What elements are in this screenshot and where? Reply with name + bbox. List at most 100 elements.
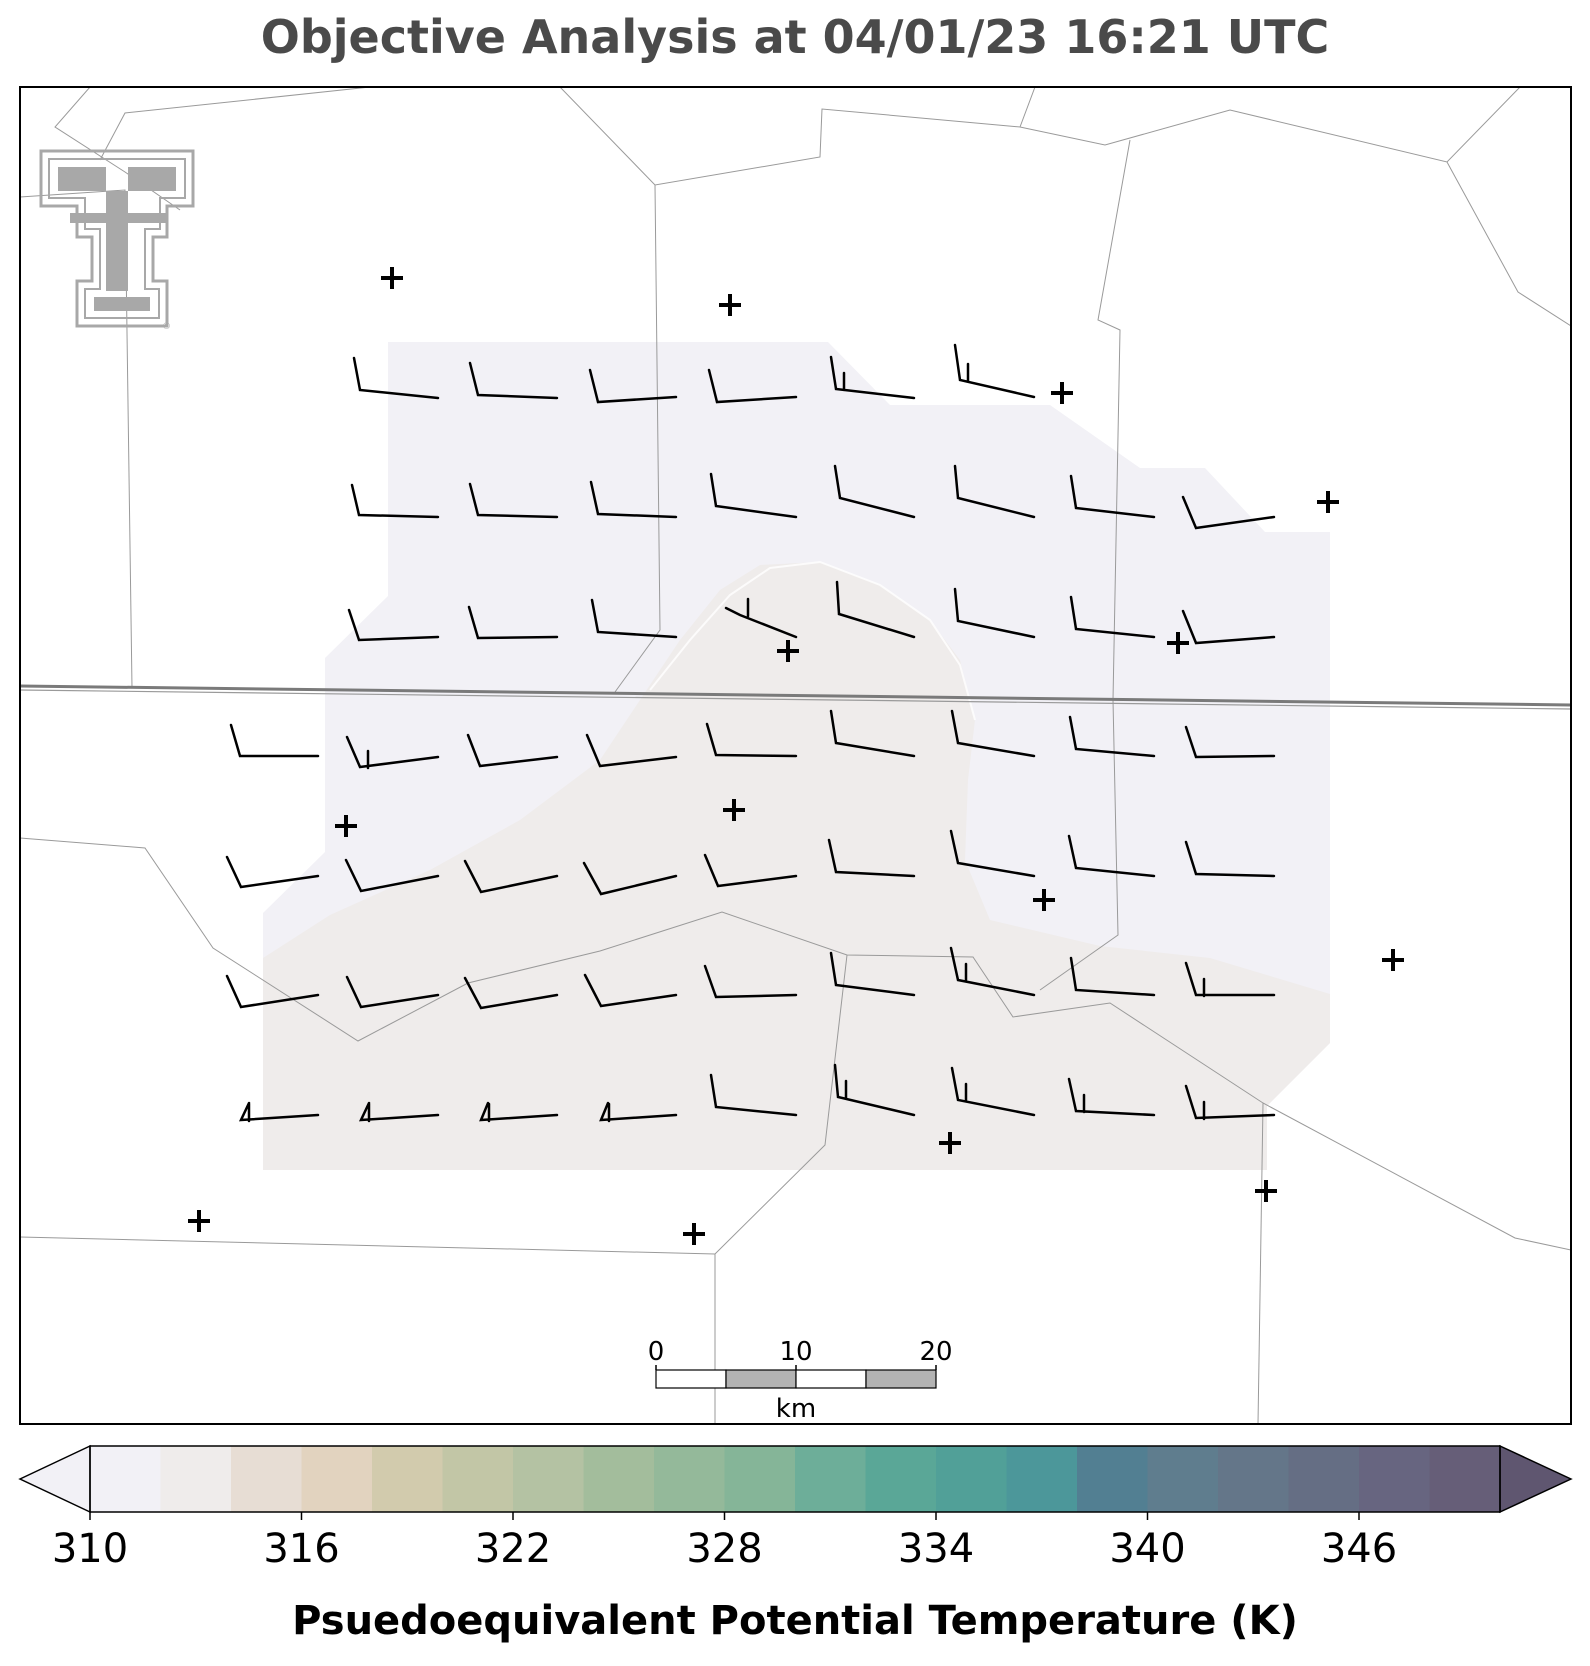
scale-tick-0: 0 — [648, 1337, 665, 1367]
wind-barb — [229, 723, 320, 758]
wind-barb — [829, 709, 916, 758]
colorbar-cell — [231, 1446, 302, 1512]
wind-barb — [590, 598, 678, 639]
wind-barb — [1069, 474, 1156, 519]
wind-barb — [479, 1101, 559, 1123]
colorbar-cell — [654, 1446, 725, 1512]
wind-barb — [345, 735, 440, 770]
wind-barb — [463, 976, 559, 1010]
wind-barb — [1181, 495, 1276, 530]
wind-barb — [238, 1101, 320, 1123]
colorbar-cell — [513, 1446, 584, 1512]
station-marker — [777, 640, 799, 662]
wind-barb — [1184, 961, 1276, 998]
station-marker — [723, 799, 745, 821]
colorbar-cell — [724, 1446, 796, 1512]
colorbar-cell — [865, 1446, 937, 1512]
colorbar-cell — [583, 1446, 655, 1512]
station-markers — [188, 267, 1404, 1245]
wind-barb — [582, 861, 678, 896]
texas-tech-logo: ® — [39, 149, 195, 332]
colorbar-cell — [1429, 1446, 1501, 1512]
wind-barb — [347, 608, 440, 642]
wind-barb — [1069, 595, 1156, 639]
map-frame — [19, 86, 1572, 1425]
colorbar-tick-label: 310 — [52, 1526, 128, 1572]
colorbar-cell — [1006, 1446, 1078, 1512]
wind-barb — [1067, 834, 1156, 878]
wind-barbs — [225, 343, 1276, 1123]
wind-barb — [829, 951, 916, 997]
wind-barb — [589, 480, 678, 519]
wind-barb — [1184, 1084, 1276, 1121]
svg-text:®: ® — [162, 322, 171, 332]
wind-barb — [829, 355, 916, 400]
wind-barb — [588, 368, 678, 404]
station-marker — [335, 815, 357, 837]
station-marker — [188, 1210, 210, 1232]
wind-barb — [585, 733, 678, 768]
colorbar: 310 316 322 328 334 340 346 — [18, 1444, 1573, 1572]
colorbar-tick-label: 346 — [1321, 1526, 1397, 1572]
station-marker — [1317, 491, 1339, 513]
station-marker — [1033, 889, 1055, 911]
colorbar-tick-label: 322 — [475, 1526, 551, 1572]
wind-barb — [833, 1063, 916, 1117]
wind-barb — [709, 1073, 798, 1117]
station-marker — [719, 294, 741, 316]
map-area: ® — [20, 87, 1571, 1424]
wind-barb — [225, 974, 320, 1009]
colorbar-cell — [1359, 1446, 1430, 1512]
colorbar-cell — [160, 1446, 232, 1512]
colorbar-tick-label: 316 — [263, 1526, 339, 1572]
wind-barb — [344, 858, 440, 893]
colorbar-tick-label: 328 — [686, 1526, 762, 1572]
wind-barb — [345, 975, 440, 1009]
wind-barb — [950, 1066, 1036, 1117]
wind-barb — [599, 1101, 678, 1123]
wind-barb — [1184, 840, 1276, 878]
wind-barb — [953, 587, 1036, 639]
colorbar-cell — [936, 1446, 1007, 1512]
wind-barb — [352, 356, 440, 400]
colorbar-cell — [1147, 1446, 1219, 1512]
wind-barb — [1069, 956, 1156, 997]
wind-barb — [1184, 725, 1276, 759]
wind-barb — [827, 838, 916, 878]
wind-barb — [703, 964, 798, 999]
wind-barb — [950, 709, 1036, 758]
colorbar-cell — [301, 1446, 373, 1512]
wind-barb — [703, 853, 798, 888]
colorbar-tick-label: 334 — [898, 1526, 974, 1572]
wind-barb — [949, 946, 1036, 997]
wind-barb — [707, 368, 798, 404]
colorbar-cell — [1077, 1446, 1148, 1512]
colorbar-extend-under — [18, 1444, 91, 1514]
scale-unit: km — [776, 1394, 816, 1424]
wind-barb — [358, 1101, 440, 1123]
wind-barb — [468, 361, 559, 400]
wind-barb — [466, 733, 559, 768]
colorbar-cell — [1218, 1446, 1289, 1512]
wind-barb — [949, 829, 1036, 878]
colorbar-cell — [442, 1446, 514, 1512]
wind-barb — [1068, 715, 1156, 758]
county-borders — [20, 87, 1571, 1424]
field-high-theta-region — [263, 562, 1330, 1170]
wind-barb — [833, 464, 916, 519]
colorbar-cell — [372, 1446, 443, 1512]
wind-barb — [1181, 609, 1276, 645]
station-marker — [1051, 382, 1073, 404]
wind-barb — [463, 859, 559, 894]
wind-barb — [467, 605, 559, 640]
chart-title: Objective Analysis at 04/01/23 16:21 UTC — [260, 10, 1330, 64]
wind-barb — [468, 482, 559, 519]
wind-barb — [1067, 1077, 1156, 1117]
wind-barb — [953, 464, 1036, 519]
wind-barb — [724, 597, 798, 639]
colorbar-extend-over — [1499, 1444, 1573, 1514]
station-marker — [1167, 632, 1189, 654]
scale-tick-10: 10 — [779, 1337, 812, 1367]
station-marker — [683, 1223, 705, 1245]
